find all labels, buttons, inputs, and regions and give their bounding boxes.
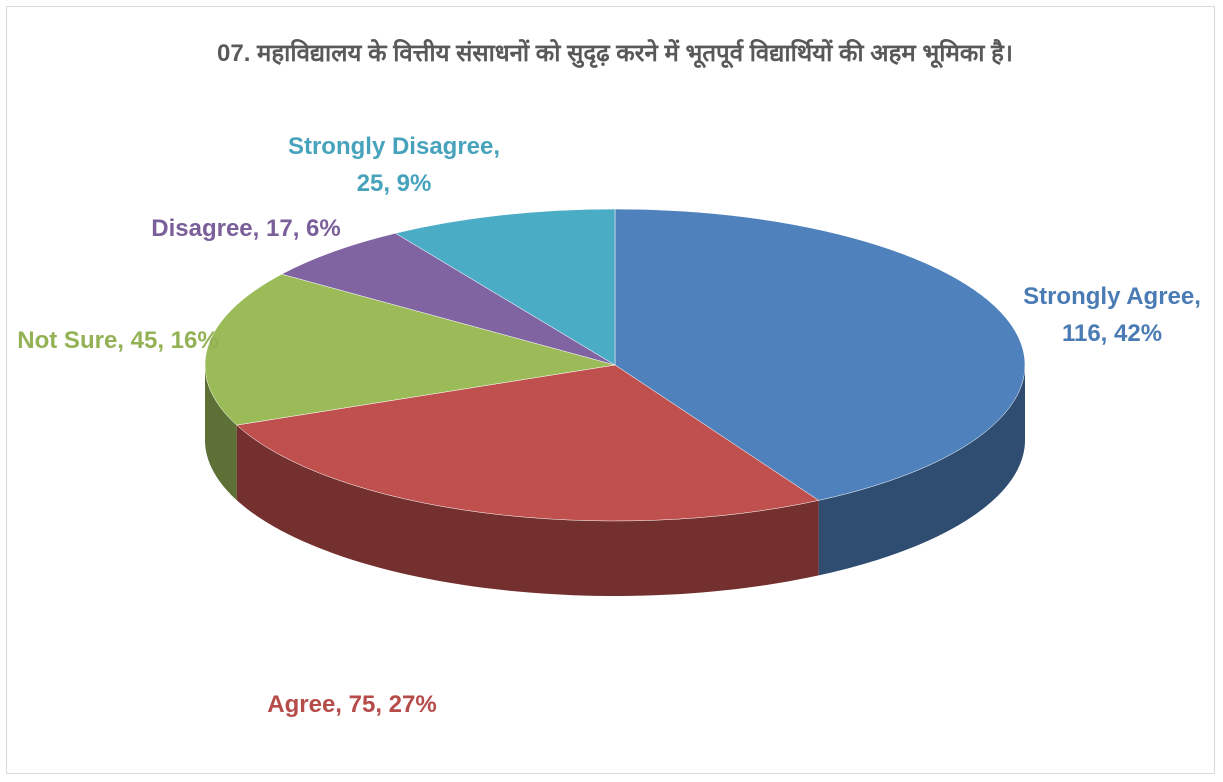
chart-title: 07. महाविद्यालय के वित्तीय संसाधनों को स… [217, 40, 1013, 67]
slice-side [205, 365, 237, 501]
data-label-line: 25, 9% [357, 170, 432, 197]
slice [614, 208, 1026, 501]
data-label-line: Agree, 75, 27% [267, 691, 436, 718]
data-label-line: 116, 42% [1062, 320, 1162, 347]
data-label-line: Strongly Agree, [1023, 283, 1201, 310]
slice-side [236, 425, 819, 596]
slice [394, 208, 616, 366]
slice-side [818, 365, 1025, 576]
slice [281, 232, 616, 366]
slice [204, 273, 616, 426]
data-label-line: Disagree, 17, 6% [151, 215, 340, 242]
data-label-line: Strongly Disagree, [288, 133, 500, 160]
data-label: Not Sure, 45, 16% [17, 327, 218, 354]
slice [236, 364, 820, 522]
data-label: Strongly Agree, 116, 42% [1023, 283, 1201, 347]
data-label: Strongly Disagree, 25, 9% [288, 133, 500, 197]
data-label: Agree, 75, 27% [267, 691, 436, 718]
data-label: Disagree, 17, 6% [151, 215, 340, 242]
data-label-line: Not Sure, 45, 16% [17, 327, 218, 354]
chart-frame [6, 6, 1215, 774]
